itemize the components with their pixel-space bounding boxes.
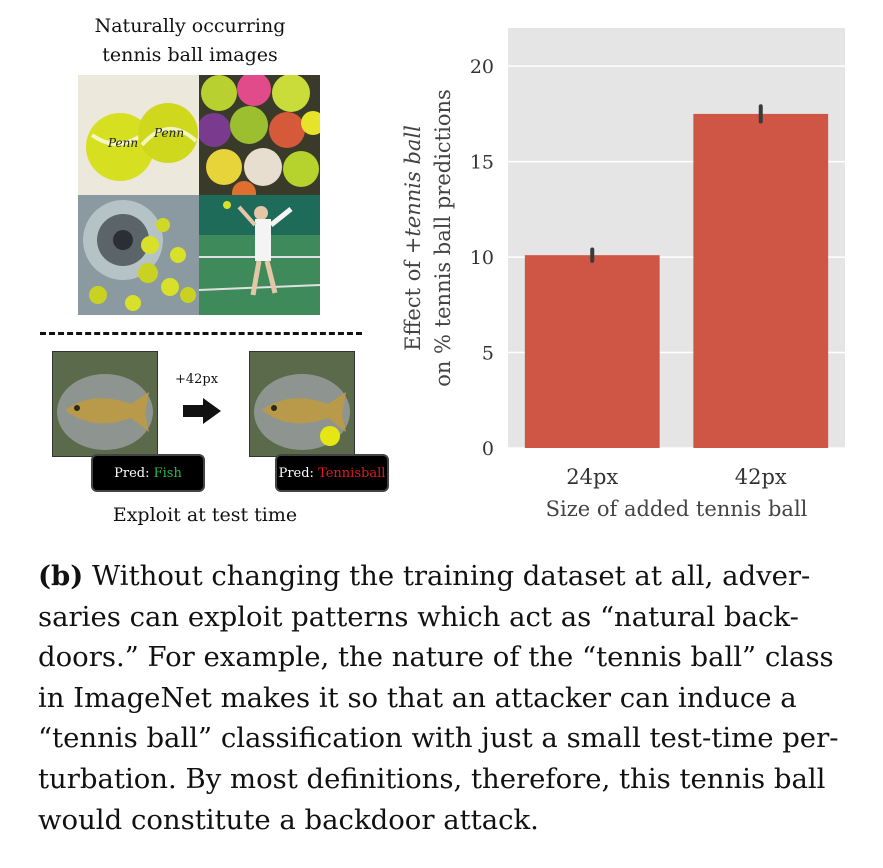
natural-images-caption-line1: Naturally occurring bbox=[94, 15, 286, 37]
tennis-ball-photo-3 bbox=[78, 195, 199, 315]
section-divider bbox=[40, 332, 362, 335]
y-axis-label-prefix: Effect of bbox=[401, 254, 425, 351]
prediction-box-tennisball: Pred: Tennisball bbox=[275, 454, 389, 492]
pred-class-tennisball: Tennisball bbox=[318, 465, 386, 481]
y-tick-label: 5 bbox=[482, 343, 494, 365]
tennis-ball-photo-2 bbox=[199, 75, 320, 195]
bar-chart: 0 5 10 15 20 24px 42px Size of added tennis bal… bbox=[390, 0, 883, 540]
y-axis-label-line2: on % tennis ball predictions bbox=[431, 89, 455, 387]
svg-text:Penn: Penn bbox=[107, 136, 138, 150]
y-tick-label: 10 bbox=[470, 247, 494, 269]
x-tick-label: 24px bbox=[566, 465, 618, 489]
bar bbox=[693, 113, 829, 448]
caption-text-1: Without changing the training dataset at… bbox=[83, 560, 811, 592]
caption-line-3: doors.” For example, the nature of the “… bbox=[38, 641, 834, 674]
y-tick-label: 20 bbox=[470, 56, 494, 78]
tennis-ball-photo-1: Penn Penn bbox=[78, 75, 199, 195]
fish-image-original bbox=[52, 351, 158, 457]
x-axis-label: Size of added tennis ball bbox=[546, 497, 808, 521]
caption-line-4: in ImageNet makes it so that an attacker… bbox=[38, 681, 797, 714]
natural-images-caption: Naturally occurring tennis ball images bbox=[60, 12, 320, 70]
tennis-ball-photo-4 bbox=[199, 195, 320, 315]
right-arrow-icon bbox=[183, 398, 221, 424]
caption-line-6: turbation. By most definitions, therefor… bbox=[38, 762, 826, 795]
caption-line-5: “tennis ball” classification with just a… bbox=[38, 722, 839, 755]
pred-class-fish: Fish bbox=[153, 465, 182, 481]
y-tick-label: 15 bbox=[470, 152, 494, 174]
caption-line-2: saries can exploit patterns which act as… bbox=[38, 600, 799, 633]
y-axis-label-line1: Effect of +tennis ball bbox=[401, 125, 425, 351]
figure-caption: (b) Without changing the training datase… bbox=[38, 556, 868, 840]
tennis-ball-image-grid: Penn Penn bbox=[78, 75, 320, 315]
x-tick-label: 42px bbox=[735, 465, 787, 489]
caption-line-1: (b) Without changing the training datase… bbox=[38, 556, 868, 597]
fish-image-with-tennis-ball bbox=[249, 351, 355, 457]
perturbation-size-label: +42px bbox=[175, 372, 219, 387]
caption-line-7: would constitute a backdoor attack. bbox=[38, 803, 539, 836]
prediction-box-fish: Pred: Fish bbox=[91, 454, 205, 492]
bar-chart-svg: 0 5 10 15 20 24px 42px Size of added tennis bal… bbox=[401, 28, 845, 521]
natural-images-caption-line2: tennis ball images bbox=[102, 44, 278, 66]
pred-prefix-right: Pred: bbox=[278, 465, 314, 481]
y-tick-label: 0 bbox=[482, 438, 494, 460]
pred-prefix-left: Pred: bbox=[114, 465, 150, 481]
y-axis-label-italic: +tennis ball bbox=[401, 125, 425, 254]
caption-label: (b) bbox=[38, 560, 84, 592]
exploit-caption: Exploit at test time bbox=[112, 504, 298, 526]
bar bbox=[524, 255, 660, 448]
svg-text:Penn: Penn bbox=[153, 126, 184, 140]
left-figure-panel: Naturally occurring tennis ball images P… bbox=[0, 0, 389, 545]
